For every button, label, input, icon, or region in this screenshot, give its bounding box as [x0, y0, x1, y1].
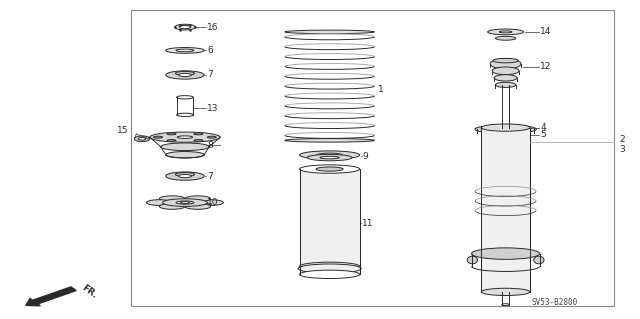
Text: 3: 3 — [619, 145, 625, 154]
Ellipse shape — [159, 204, 185, 209]
Text: 13: 13 — [207, 104, 219, 113]
Ellipse shape — [490, 59, 521, 69]
Ellipse shape — [175, 24, 195, 30]
Ellipse shape — [194, 139, 203, 141]
Text: 14: 14 — [540, 27, 552, 36]
Ellipse shape — [316, 167, 343, 171]
Text: 10: 10 — [207, 198, 219, 207]
Ellipse shape — [179, 174, 191, 178]
Ellipse shape — [179, 73, 191, 77]
Ellipse shape — [177, 96, 193, 99]
Text: 11: 11 — [362, 219, 374, 228]
Ellipse shape — [161, 143, 209, 151]
Ellipse shape — [166, 152, 204, 158]
Ellipse shape — [175, 173, 195, 176]
Text: 8: 8 — [207, 141, 213, 150]
Ellipse shape — [159, 196, 185, 202]
Ellipse shape — [492, 67, 519, 75]
Ellipse shape — [475, 125, 536, 133]
Bar — [300, 169, 360, 274]
Ellipse shape — [134, 136, 150, 142]
Ellipse shape — [499, 31, 512, 33]
Ellipse shape — [194, 133, 203, 135]
Ellipse shape — [138, 137, 146, 140]
Ellipse shape — [163, 199, 207, 206]
Ellipse shape — [176, 201, 194, 204]
Ellipse shape — [317, 153, 342, 157]
Ellipse shape — [177, 113, 193, 116]
Ellipse shape — [166, 48, 204, 53]
Ellipse shape — [167, 139, 176, 141]
Ellipse shape — [481, 126, 530, 132]
Text: 7: 7 — [207, 172, 213, 181]
Ellipse shape — [207, 136, 216, 138]
Ellipse shape — [320, 156, 339, 159]
Bar — [481, 128, 530, 292]
Text: 2: 2 — [619, 135, 625, 144]
Text: 4: 4 — [540, 123, 546, 132]
Ellipse shape — [147, 200, 172, 205]
Ellipse shape — [176, 49, 194, 52]
Ellipse shape — [488, 29, 524, 35]
Ellipse shape — [307, 154, 352, 161]
Ellipse shape — [154, 136, 163, 138]
Ellipse shape — [467, 256, 477, 264]
Ellipse shape — [300, 151, 360, 159]
Text: 1: 1 — [378, 85, 383, 94]
Ellipse shape — [502, 304, 509, 306]
Ellipse shape — [150, 132, 220, 142]
Text: 16: 16 — [207, 23, 219, 32]
Ellipse shape — [298, 264, 361, 273]
Ellipse shape — [180, 202, 189, 204]
Ellipse shape — [481, 288, 530, 295]
Ellipse shape — [285, 30, 374, 34]
Ellipse shape — [179, 26, 191, 29]
FancyArrow shape — [26, 287, 76, 306]
Text: 5: 5 — [540, 130, 546, 139]
Ellipse shape — [300, 270, 360, 278]
Ellipse shape — [285, 138, 374, 142]
Text: 12: 12 — [540, 63, 552, 71]
Ellipse shape — [175, 71, 195, 75]
Ellipse shape — [481, 124, 530, 131]
Ellipse shape — [167, 133, 176, 135]
Text: 7: 7 — [207, 70, 213, 79]
Ellipse shape — [300, 262, 360, 271]
Ellipse shape — [472, 248, 540, 259]
Ellipse shape — [494, 75, 517, 81]
Text: 6: 6 — [207, 46, 213, 55]
Ellipse shape — [300, 165, 360, 173]
Ellipse shape — [166, 172, 204, 180]
Ellipse shape — [534, 256, 544, 264]
Bar — [131, 10, 614, 306]
Text: FR.: FR. — [80, 283, 99, 300]
Ellipse shape — [185, 204, 211, 209]
Ellipse shape — [198, 200, 223, 205]
Ellipse shape — [493, 58, 518, 63]
Ellipse shape — [495, 82, 516, 87]
Ellipse shape — [185, 196, 211, 202]
Text: SV53-B2800: SV53-B2800 — [531, 298, 577, 307]
Ellipse shape — [495, 36, 516, 40]
Ellipse shape — [166, 71, 204, 79]
Text: 9: 9 — [362, 152, 368, 161]
Text: 15: 15 — [116, 126, 128, 135]
Ellipse shape — [177, 136, 193, 138]
